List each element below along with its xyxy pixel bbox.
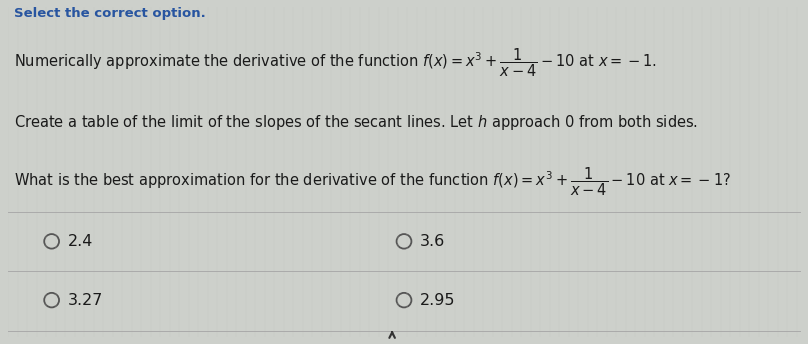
Text: Numerically approximate the derivative of the function $f(x) = x^3 + \dfrac{1}{x: Numerically approximate the derivative o…	[15, 46, 658, 79]
Text: 2.4: 2.4	[67, 234, 93, 249]
Text: Create a table of the limit of the slopes of the secant lines. Let $h$ approach : Create a table of the limit of the slope…	[15, 112, 698, 131]
Text: Select the correct option.: Select the correct option.	[15, 7, 206, 20]
Text: What is the best approximation for the derivative of the function $f(x) = x^3 + : What is the best approximation for the d…	[15, 165, 731, 198]
Text: 3.6: 3.6	[420, 234, 445, 249]
Text: 3.27: 3.27	[67, 293, 103, 308]
Text: 2.95: 2.95	[420, 293, 456, 308]
